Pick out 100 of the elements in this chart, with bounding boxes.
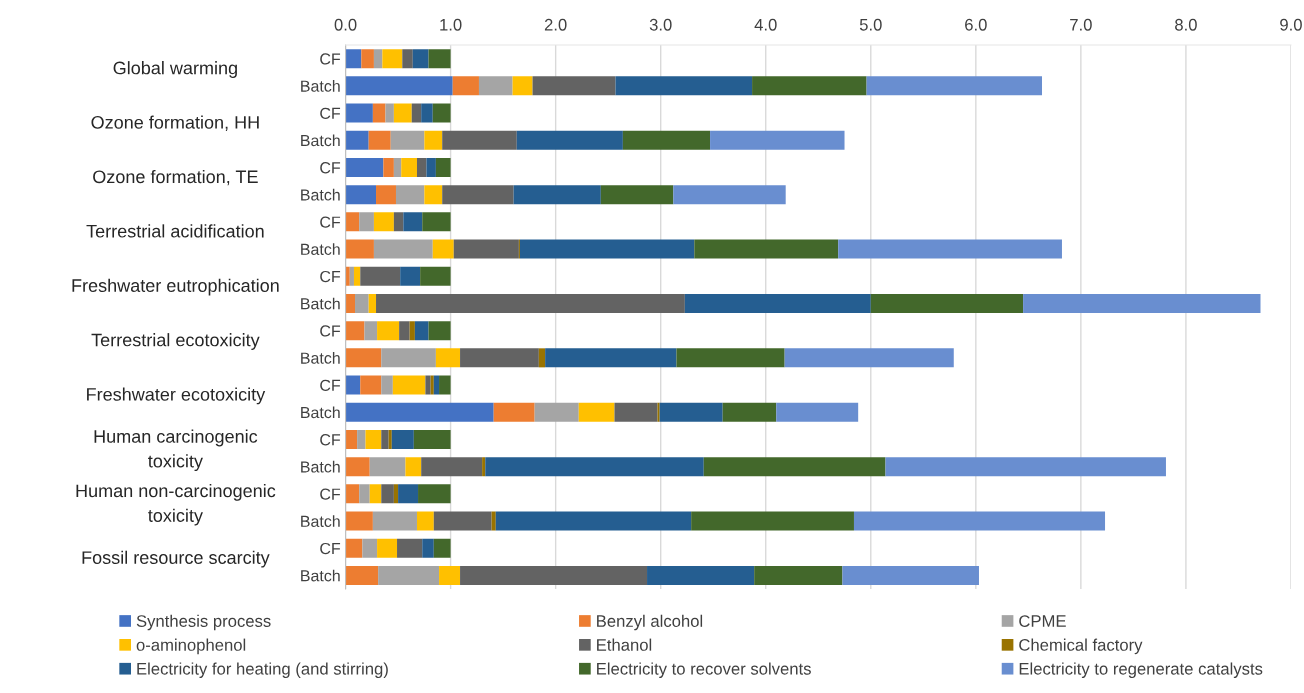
bar bbox=[426, 157, 436, 177]
bar bbox=[421, 103, 433, 123]
bar bbox=[420, 266, 451, 286]
text: Human carcinogenic toxicity bbox=[94, 429, 258, 472]
bar bbox=[691, 511, 854, 531]
bar bbox=[345, 130, 369, 150]
bar bbox=[369, 484, 382, 504]
bar bbox=[397, 538, 423, 558]
bar bbox=[399, 321, 410, 341]
legend-label: Benzyl alcohol bbox=[597, 614, 703, 631]
bar bbox=[424, 130, 443, 150]
y-tick-label: Batch bbox=[301, 352, 340, 364]
x-tick-label: 0.0 bbox=[334, 18, 357, 31]
x-tick-label: 4.0 bbox=[754, 18, 777, 31]
text: Global warming bbox=[113, 61, 237, 78]
bar bbox=[614, 402, 658, 422]
bar bbox=[405, 457, 422, 477]
bar bbox=[345, 565, 379, 585]
x-tick-label: 9.0 bbox=[1280, 18, 1302, 31]
x-tick-label: 1.0 bbox=[440, 18, 462, 31]
bar bbox=[532, 76, 616, 96]
text: Freshwater eutrophication bbox=[72, 278, 279, 296]
bar bbox=[676, 348, 785, 368]
bar bbox=[442, 130, 517, 150]
bar bbox=[422, 212, 451, 232]
bar bbox=[345, 185, 377, 205]
bar bbox=[578, 402, 615, 422]
bar bbox=[545, 348, 677, 368]
x-tick-label: 6.0 bbox=[965, 18, 987, 31]
bar bbox=[398, 484, 419, 504]
bar bbox=[400, 266, 421, 286]
x-tick-label: 8.0 bbox=[1175, 18, 1197, 31]
bar bbox=[512, 76, 533, 96]
legend-label: CPME bbox=[1019, 615, 1066, 627]
bar bbox=[421, 457, 483, 477]
bar bbox=[432, 239, 454, 259]
bar bbox=[442, 185, 514, 205]
bar bbox=[381, 429, 389, 449]
legend-label: Chemical factory bbox=[1019, 638, 1143, 655]
text: Human non-carcinogenic toxicity bbox=[76, 483, 276, 526]
bar bbox=[409, 321, 415, 341]
bar bbox=[853, 511, 1106, 531]
bar bbox=[376, 293, 685, 313]
bar bbox=[368, 293, 377, 313]
bar bbox=[657, 402, 660, 422]
bar bbox=[368, 130, 391, 150]
bar bbox=[373, 49, 383, 69]
bar bbox=[453, 239, 519, 259]
y-tick-label: Batch bbox=[301, 460, 340, 473]
bar bbox=[345, 76, 453, 96]
bar bbox=[615, 76, 753, 96]
bar bbox=[885, 457, 1166, 477]
bar bbox=[393, 484, 399, 504]
bar bbox=[369, 457, 406, 477]
legend-label: Synthesis process bbox=[136, 614, 271, 631]
x-tick-label: 2.0 bbox=[544, 18, 567, 31]
bar bbox=[433, 375, 440, 395]
y-tick-label: CF bbox=[320, 270, 341, 283]
bar bbox=[412, 49, 429, 69]
bar bbox=[364, 321, 378, 341]
bar bbox=[482, 457, 486, 477]
bar bbox=[435, 348, 461, 368]
y-tick-label: Batch bbox=[301, 80, 340, 92]
y-tick-label: Batch bbox=[301, 515, 340, 527]
bar bbox=[382, 49, 403, 69]
bar bbox=[722, 402, 777, 422]
bar bbox=[393, 212, 404, 232]
bar bbox=[433, 511, 492, 531]
legend-label: Electricity to regenerate catalysts bbox=[1019, 662, 1263, 678]
bar bbox=[432, 103, 451, 123]
bar bbox=[381, 375, 393, 395]
bar bbox=[452, 76, 479, 96]
bar bbox=[345, 321, 365, 341]
bar bbox=[416, 511, 434, 531]
y-tick-label: Batch bbox=[301, 406, 340, 419]
bar bbox=[355, 293, 369, 313]
bar bbox=[776, 402, 859, 422]
y-tick-label: CF bbox=[320, 53, 341, 65]
y-tick-label: CF bbox=[320, 542, 341, 555]
bar bbox=[345, 293, 356, 313]
bar bbox=[360, 266, 401, 286]
bar bbox=[422, 538, 434, 558]
bar bbox=[373, 239, 433, 259]
bar bbox=[373, 212, 394, 232]
bar bbox=[345, 484, 360, 504]
bar bbox=[1023, 293, 1261, 313]
bar bbox=[362, 538, 378, 558]
bar bbox=[360, 375, 382, 395]
legend-label: o-aminophenol bbox=[136, 638, 246, 655]
bar bbox=[600, 185, 674, 205]
bar bbox=[383, 157, 394, 177]
bar bbox=[485, 457, 704, 477]
y-tick-label: CF bbox=[320, 488, 341, 500]
bar bbox=[372, 511, 417, 531]
bar bbox=[357, 429, 366, 449]
bar bbox=[435, 157, 451, 177]
bar bbox=[430, 375, 434, 395]
bar bbox=[428, 321, 451, 341]
bar bbox=[349, 266, 354, 286]
y-tick-label: CF bbox=[320, 162, 341, 174]
